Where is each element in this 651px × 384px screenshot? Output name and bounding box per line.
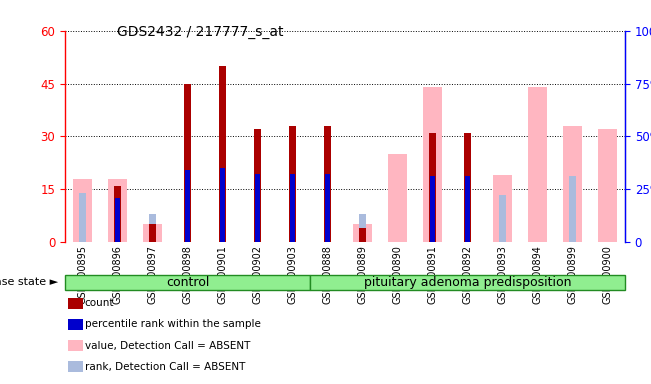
Bar xyxy=(288,126,296,242)
Bar xyxy=(79,194,86,242)
Bar xyxy=(499,195,506,242)
Bar xyxy=(353,224,372,242)
Bar xyxy=(150,215,156,242)
Bar xyxy=(528,87,547,242)
Bar xyxy=(570,177,575,242)
Bar xyxy=(428,133,436,242)
Bar xyxy=(186,170,189,242)
Bar xyxy=(221,168,225,242)
Bar xyxy=(493,175,512,242)
Bar xyxy=(143,224,162,242)
Bar xyxy=(148,224,156,242)
Bar xyxy=(254,129,262,242)
Text: percentile rank within the sample: percentile rank within the sample xyxy=(85,319,260,329)
Bar xyxy=(324,126,331,242)
Bar xyxy=(563,126,582,242)
Bar xyxy=(255,174,260,242)
Text: count: count xyxy=(85,298,114,308)
Bar xyxy=(108,179,127,242)
Bar xyxy=(184,84,191,242)
Bar xyxy=(430,177,435,242)
Text: disease state ►: disease state ► xyxy=(0,277,59,287)
Bar xyxy=(326,174,329,242)
Bar xyxy=(290,174,295,242)
Bar xyxy=(464,133,471,242)
Bar xyxy=(359,228,367,242)
Bar xyxy=(114,185,122,242)
Bar xyxy=(73,179,92,242)
Text: pituitary adenoma predisposition: pituitary adenoma predisposition xyxy=(364,276,571,289)
Text: control: control xyxy=(166,276,209,289)
Text: GDS2432 / 217777_s_at: GDS2432 / 217777_s_at xyxy=(117,25,284,39)
Bar xyxy=(219,66,227,242)
Bar xyxy=(465,177,469,242)
Bar xyxy=(115,198,120,242)
Bar xyxy=(598,129,617,242)
Bar xyxy=(423,87,442,242)
Text: rank, Detection Call = ABSENT: rank, Detection Call = ABSENT xyxy=(85,362,245,372)
Text: value, Detection Call = ABSENT: value, Detection Call = ABSENT xyxy=(85,341,250,351)
Bar xyxy=(388,154,407,242)
Bar xyxy=(359,215,366,242)
